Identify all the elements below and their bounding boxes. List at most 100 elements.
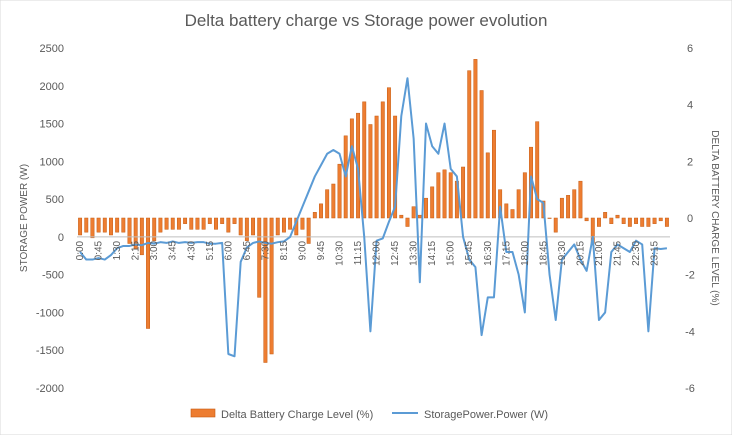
bar	[337, 163, 342, 219]
bar	[386, 87, 391, 219]
bar	[319, 203, 323, 219]
x-tick-label: 10:30	[335, 240, 346, 265]
bar	[275, 217, 280, 236]
bar	[652, 217, 657, 224]
bar	[158, 217, 163, 233]
bar	[84, 217, 89, 233]
left-tick-label: -1500	[36, 345, 64, 357]
left-tick-label: 500	[46, 194, 64, 206]
bar	[362, 101, 367, 219]
right-axis: -6 -4 -2 0 2 4 6	[685, 43, 695, 395]
bar	[430, 186, 435, 219]
left-axis-title: STORAGE POWER (W)	[19, 164, 30, 272]
bar	[448, 172, 453, 219]
bar	[547, 217, 552, 219]
x-tick-label: 0:45	[94, 240, 105, 260]
bar	[109, 217, 113, 236]
bar	[78, 217, 83, 236]
x-tick-label: 20:15	[575, 240, 586, 265]
series-line	[79, 77, 668, 358]
bar	[374, 115, 379, 219]
x-tick-label: 13:30	[409, 240, 420, 265]
bar	[492, 129, 496, 219]
right-tick-label: -4	[685, 326, 695, 338]
bar	[634, 217, 638, 224]
bar	[640, 217, 645, 227]
bar	[627, 217, 632, 227]
bar	[232, 217, 237, 224]
bar	[380, 101, 385, 219]
bar	[251, 217, 256, 236]
x-tick-label: 18:00	[520, 240, 531, 265]
bar	[164, 217, 169, 230]
bar	[244, 217, 249, 241]
right-tick-label: 2	[687, 156, 693, 168]
x-tick-label: 4:30	[186, 240, 197, 260]
x-tick-label: 6:45	[242, 240, 253, 260]
bar	[133, 217, 138, 250]
bar	[646, 217, 651, 227]
x-axis: 0:00 0:45 1:30 2:15 3:00 3:45 4:30 5:15 6:00 6:45…	[75, 240, 660, 265]
bar	[473, 59, 478, 219]
bar	[183, 217, 188, 224]
bar	[306, 217, 311, 244]
right-tick-label: -6	[685, 383, 695, 395]
left-tick-label: 2500	[40, 43, 64, 55]
bar	[170, 217, 175, 230]
bar	[664, 217, 669, 227]
bar	[115, 217, 120, 233]
bar	[572, 189, 577, 219]
bar	[461, 166, 466, 219]
bar	[288, 217, 293, 230]
x-tick-label: 22:30	[631, 240, 642, 265]
bar	[535, 121, 540, 219]
bar	[214, 217, 218, 230]
legend: Delta Battery Charge Level (%) StoragePo…	[190, 408, 548, 421]
bar	[609, 217, 614, 224]
bar	[368, 124, 373, 219]
x-tick-label: 1:30	[112, 240, 123, 260]
bar	[559, 197, 564, 219]
bar	[411, 206, 416, 219]
x-tick-label: 16:30	[483, 240, 494, 265]
x-tick-label: 8:15	[279, 240, 290, 260]
bar	[257, 217, 262, 298]
x-tick-label: 12:00	[372, 240, 383, 265]
bar	[263, 217, 268, 363]
bar	[621, 217, 626, 224]
x-tick-label: 12:45	[390, 240, 401, 265]
x-tick-label: 3:00	[149, 240, 160, 260]
bar	[516, 189, 521, 219]
x-tick-label: 21:00	[594, 240, 605, 265]
bar	[238, 217, 243, 236]
bar	[176, 217, 181, 230]
x-tick-label: 19:30	[557, 240, 568, 265]
bar	[269, 217, 274, 355]
bar	[325, 189, 330, 219]
x-tick-label: 14:15	[427, 240, 438, 265]
x-tick-label: 23:15	[650, 240, 661, 265]
legend-bar-label: Delta Battery Charge Level (%)	[221, 409, 373, 421]
bar	[510, 209, 515, 219]
left-tick-label: 0	[58, 232, 64, 244]
bar	[597, 217, 601, 227]
left-tick-label: 1000	[40, 156, 64, 168]
bar	[312, 212, 317, 219]
right-tick-label: 0	[687, 213, 693, 225]
x-tick-label: 18:45	[538, 240, 549, 265]
bar	[399, 214, 404, 219]
line-series	[79, 77, 668, 358]
chart-title: Delta battery charge vs Storage power ev…	[185, 11, 548, 30]
bar	[393, 115, 398, 219]
bar	[152, 217, 157, 241]
bar	[90, 217, 95, 239]
bar	[479, 90, 484, 219]
bar	[566, 195, 571, 219]
right-axis-title: DELTA BATTERY CHARGE LEVEL (%)	[709, 130, 720, 305]
bar	[127, 217, 132, 244]
x-tick-label: 17:15	[501, 240, 512, 265]
bar	[281, 217, 286, 233]
bar	[207, 217, 212, 224]
bar	[658, 217, 663, 222]
